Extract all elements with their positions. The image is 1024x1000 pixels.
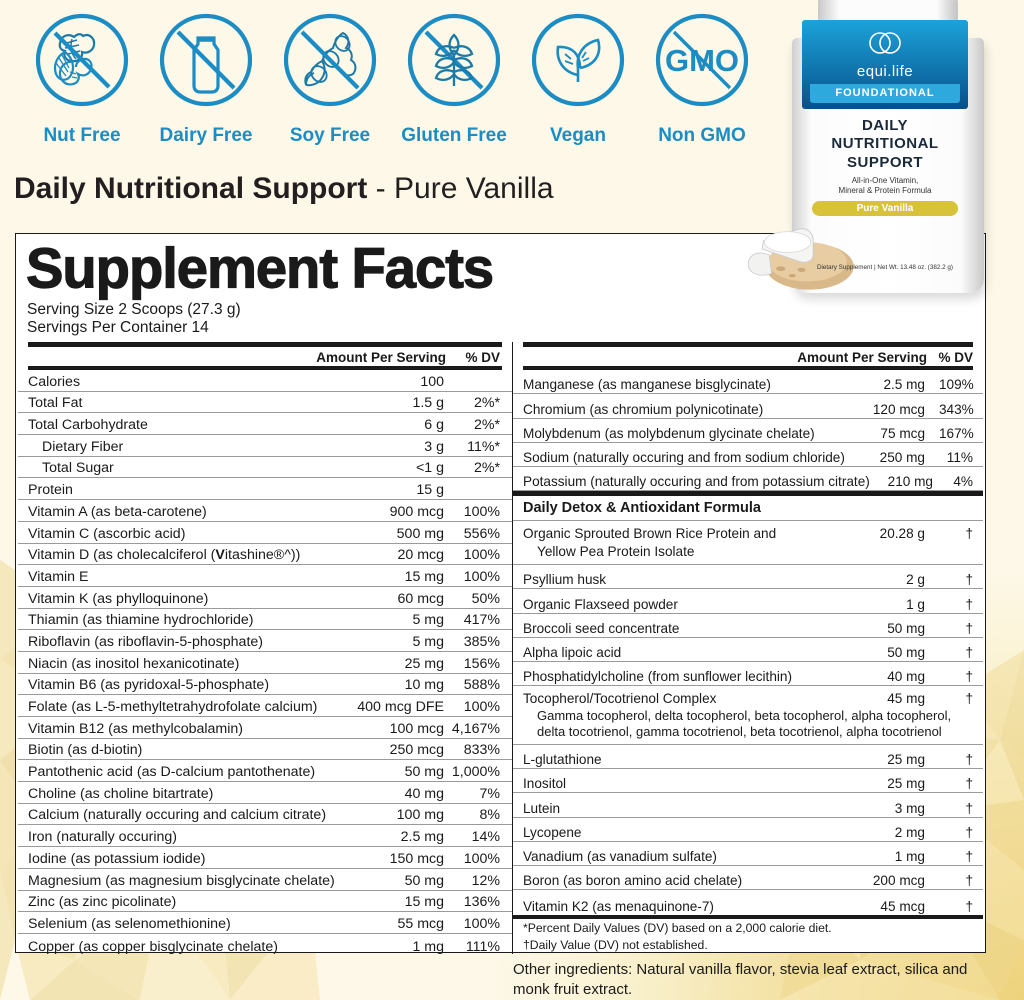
svg-text:GMO: GMO [665,43,739,78]
